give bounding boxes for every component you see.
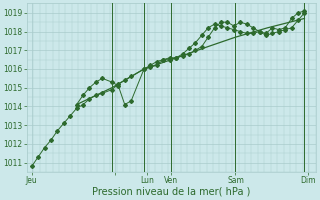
X-axis label: Pression niveau de la mer( hPa ): Pression niveau de la mer( hPa ) [92, 187, 251, 197]
